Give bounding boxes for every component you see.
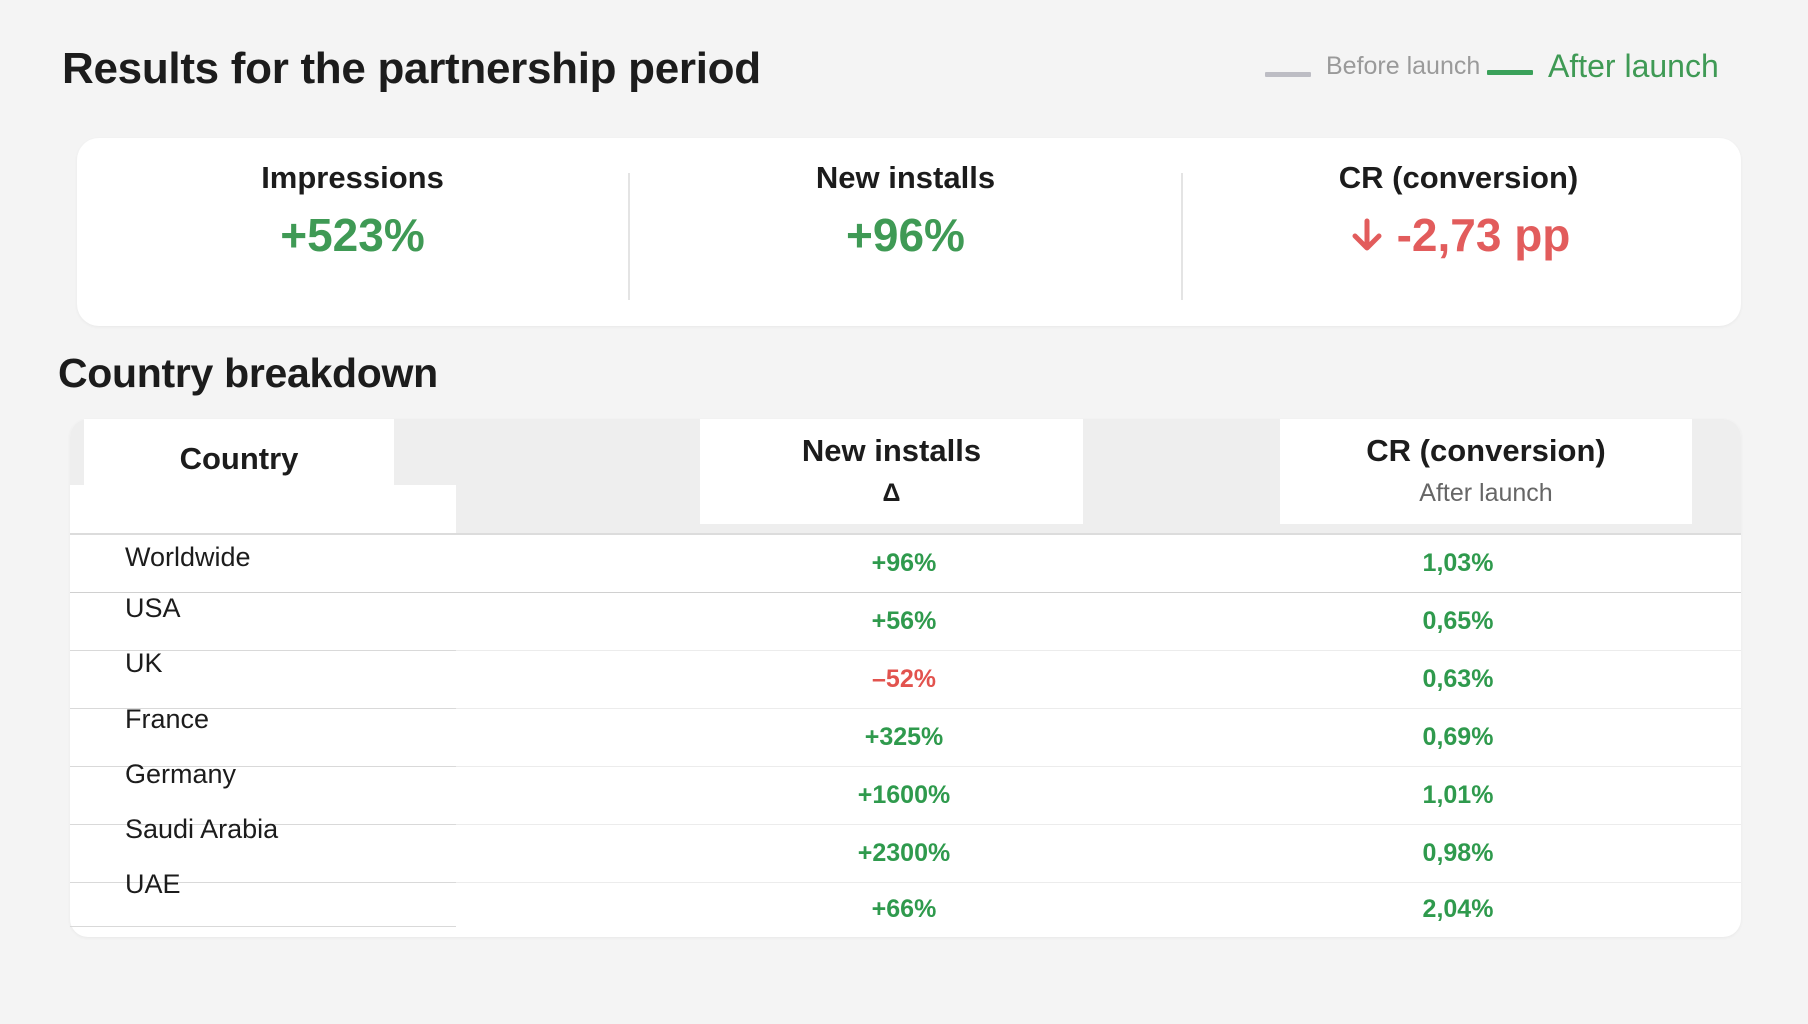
header-cr-label: CR (conversion)	[1366, 433, 1606, 468]
header-installs: New installs Δ	[700, 419, 1083, 524]
row-divider	[70, 882, 456, 883]
table-row: USA +56% 0,65%	[70, 593, 1741, 651]
table-row: UAE +66% 2,04%	[70, 869, 1741, 937]
header-installs-sub: Δ	[882, 479, 901, 507]
kpi-card: Impressions +523% New installs +96% CR (…	[77, 138, 1741, 326]
row-divider	[456, 592, 1741, 593]
cell-installs: +66%	[871, 895, 937, 923]
table-row: Worldwide +96% 1,03%	[70, 535, 1741, 593]
row-divider	[456, 708, 1741, 709]
table-row: Saudi Arabia +2300% 0,98%	[70, 814, 1741, 883]
row-divider	[456, 824, 1741, 825]
row-divider	[70, 824, 456, 825]
table-row: Germany +1600% 1,01%	[70, 759, 1741, 825]
cell-cr: 0,98%	[1422, 839, 1494, 867]
table-row: UK –52% 0,63%	[70, 648, 1741, 709]
header-divider	[70, 533, 1741, 535]
legend-label-after: After launch	[1548, 48, 1719, 84]
kpi-divider	[628, 173, 630, 300]
cell-installs: +325%	[864, 723, 944, 751]
cell-country: UK	[125, 648, 163, 678]
row-divider	[456, 766, 1741, 767]
kpi-divider	[1181, 173, 1183, 300]
kpi-impressions: Impressions +523%	[77, 138, 628, 326]
row-divider	[456, 650, 1741, 651]
row-divider	[70, 650, 456, 651]
country-table: Country New installs Δ CR (conversion) A…	[70, 419, 1741, 937]
cell-installs: +96%	[871, 549, 937, 577]
legend-label-before: Before launch	[1326, 52, 1481, 80]
header-country-base	[70, 485, 456, 533]
row-divider	[70, 926, 456, 927]
header-installs-label: New installs	[801, 433, 982, 468]
row-divider	[70, 592, 456, 593]
legend-swatch-before	[1265, 72, 1311, 77]
cell-installs: +2300%	[857, 839, 951, 867]
table-row: France +325% 0,69%	[70, 704, 1741, 767]
cell-country: UAE	[125, 869, 181, 899]
kpi-value: +96%	[846, 209, 965, 261]
row-divider	[456, 882, 1741, 883]
cell-cr: 1,03%	[1422, 549, 1494, 577]
kpi-label: Impressions	[261, 160, 444, 195]
header-country: Country	[84, 419, 394, 485]
cell-country: France	[125, 704, 210, 734]
row-divider	[70, 708, 456, 709]
kpi-label: New installs	[815, 160, 996, 195]
cell-cr: 1,01%	[1422, 781, 1494, 809]
cell-cr: 0,65%	[1422, 607, 1494, 635]
cell-installs: –52%	[872, 665, 936, 693]
row-divider	[70, 766, 456, 767]
cell-installs: +1600%	[857, 781, 951, 809]
cell-country: Germany	[125, 759, 237, 789]
kpi-new-installs: New installs +96%	[630, 138, 1181, 326]
kpi-value-cr: -2,73 pp	[1183, 208, 1734, 262]
cell-country: Worldwide	[125, 542, 251, 572]
cell-country: USA	[125, 593, 181, 623]
cell-installs: +56%	[871, 607, 937, 635]
cell-country: Saudi Arabia	[125, 814, 279, 844]
kpi-label: CR (conversion)	[1338, 160, 1579, 195]
page-title: Results for the partnership period	[62, 44, 761, 93]
kpi-value-text: -2,73 pp	[1396, 209, 1571, 261]
cell-cr: 2,04%	[1422, 895, 1494, 923]
header-country-label: Country	[179, 441, 299, 476]
legend: Before launch After launch	[1265, 48, 1725, 90]
legend-swatch-after	[1487, 70, 1533, 75]
arrow-down-icon	[1352, 218, 1382, 251]
section-title: Country breakdown	[58, 350, 438, 396]
kpi-value: +523%	[280, 209, 425, 261]
cell-cr: 0,69%	[1422, 723, 1494, 751]
header-cr-sub: After launch	[1419, 479, 1553, 507]
header-cr: CR (conversion) After launch	[1280, 419, 1692, 524]
cell-cr: 0,63%	[1422, 665, 1494, 693]
kpi-cr: CR (conversion) -2,73 pp	[1183, 138, 1734, 326]
table-header: Country New installs Δ CR (conversion) A…	[70, 419, 1741, 534]
